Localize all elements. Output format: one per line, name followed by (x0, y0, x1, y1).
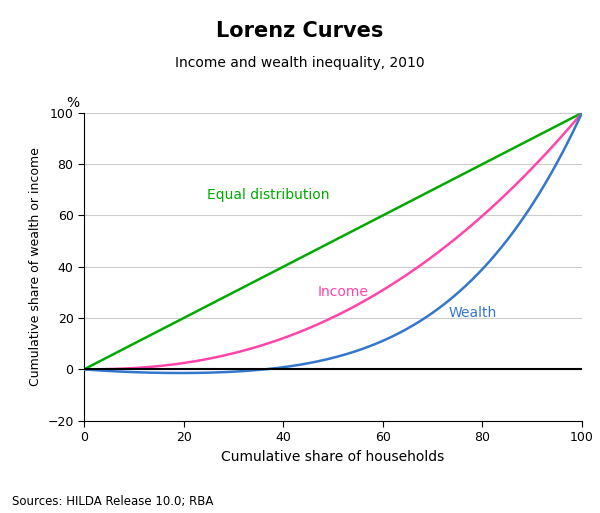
Text: Equal distribution: Equal distribution (207, 188, 329, 202)
Text: Wealth: Wealth (448, 306, 497, 320)
Text: %: % (66, 96, 79, 110)
Text: Lorenz Curves: Lorenz Curves (217, 21, 383, 41)
Y-axis label: Cumulative share of wealth or income: Cumulative share of wealth or income (29, 147, 41, 386)
Text: Income and wealth inequality, 2010: Income and wealth inequality, 2010 (175, 56, 425, 70)
Text: Sources: HILDA Release 10.0; RBA: Sources: HILDA Release 10.0; RBA (12, 495, 214, 508)
X-axis label: Cumulative share of households: Cumulative share of households (221, 449, 445, 464)
Text: Income: Income (317, 285, 368, 300)
